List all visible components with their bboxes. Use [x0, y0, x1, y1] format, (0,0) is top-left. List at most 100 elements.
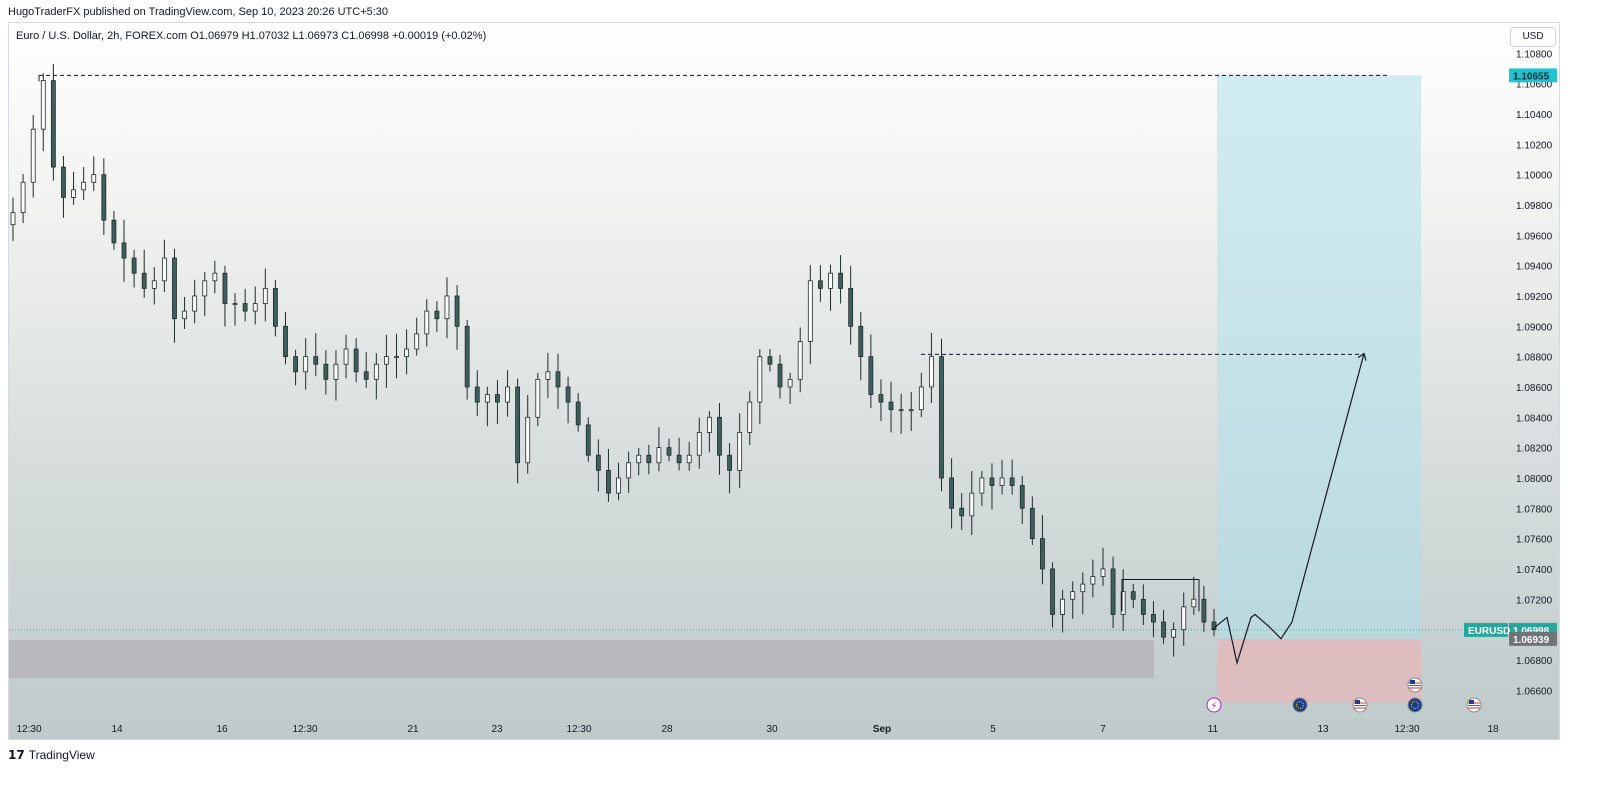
candle-body	[515, 386, 521, 464]
candle-body	[1181, 606, 1187, 630]
candle-body	[71, 189, 76, 198]
candle-body	[949, 477, 954, 509]
projection-path[interactable]	[1211, 353, 1365, 666]
candle-body	[838, 272, 843, 289]
price-axis-label: 1.09400	[1516, 262, 1553, 273]
price-axis-label: 1.09600	[1516, 231, 1553, 242]
candle-body	[252, 303, 258, 312]
candle-body	[828, 272, 833, 289]
candle-body	[898, 409, 904, 412]
candle-body	[61, 166, 66, 198]
candle-body	[696, 432, 702, 456]
candle-body	[151, 280, 157, 289]
eu-flag-icon[interactable]	[1407, 697, 1423, 713]
eu-stars-ring	[1296, 701, 1304, 709]
candle-body	[192, 295, 198, 312]
price-axis-label: 1.07400	[1516, 565, 1553, 576]
candle-body	[706, 416, 712, 433]
time-axis-label: 13	[1317, 724, 1329, 735]
candle-body	[575, 401, 581, 426]
candle-body	[1050, 568, 1055, 615]
candle-body	[353, 348, 359, 373]
range-box[interactable]	[1121, 579, 1200, 612]
currency-button[interactable]: USD	[1510, 27, 1556, 47]
price-axis-label: 1.09800	[1516, 201, 1553, 212]
candle-body	[1090, 576, 1096, 585]
candle-body	[616, 477, 621, 494]
candle-body	[505, 386, 510, 403]
candle-body	[1110, 568, 1116, 615]
candle-body	[1151, 614, 1156, 623]
candle-body	[434, 310, 440, 320]
candle-body	[141, 272, 147, 289]
candle-body	[303, 356, 309, 373]
candle-body	[384, 356, 389, 365]
candle-body	[727, 454, 732, 471]
candle-body	[131, 257, 137, 274]
time-axis-label: Sep	[873, 724, 891, 735]
candle-body	[1029, 507, 1035, 540]
demand-zone-rect[interactable]	[9, 640, 1154, 679]
candle-body	[929, 356, 934, 388]
time-axis-label: 28	[661, 724, 673, 735]
candle-body	[535, 378, 541, 418]
candle-body	[313, 356, 319, 365]
candle-body	[333, 363, 339, 380]
candle-body	[232, 303, 238, 305]
profit-target-zone[interactable]	[1217, 75, 1421, 639]
candle-body	[495, 394, 500, 403]
candle-body	[797, 341, 803, 380]
candle-body	[757, 356, 763, 403]
tradingview-logo-icon: 𝟭𝟳	[8, 748, 25, 762]
candle-body	[81, 181, 87, 191]
price-axis-label: 1.10800	[1516, 49, 1553, 60]
candle-body	[363, 371, 369, 380]
candle-body	[626, 462, 632, 479]
candle-body	[939, 356, 944, 479]
candle-body	[1201, 598, 1207, 623]
time-axis-label: 23	[491, 724, 503, 735]
price-axis-label: 1.06800	[1516, 656, 1553, 667]
candle-body	[343, 348, 349, 365]
symbol-price-tag-bg	[1464, 622, 1508, 637]
candle-body	[807, 280, 813, 342]
stop-loss-zone[interactable]	[1217, 638, 1421, 703]
time-axis-label: 11	[1208, 724, 1219, 735]
candle-body	[777, 363, 783, 388]
projection-arrowhead	[1357, 352, 1367, 361]
time-axis-label: 12:30	[292, 724, 317, 735]
candle-body	[636, 454, 642, 464]
chart-canvas[interactable]: 1.10800 1.10600 1.10400 1.10200 1.10000 1.098…	[9, 23, 1560, 740]
candle-body	[1019, 485, 1025, 509]
price-axis-label: 1.10400	[1516, 110, 1553, 121]
candle-body	[474, 386, 480, 403]
candle-body	[878, 394, 884, 403]
candle-body	[444, 295, 450, 320]
candle-body	[989, 477, 995, 486]
chart-pane[interactable]: 1.10800 1.10600 1.10400 1.10200 1.10000 1.098…	[8, 22, 1560, 740]
time-axis-label: 12:30	[566, 724, 591, 735]
candle-body	[959, 507, 965, 517]
price-axis-label: 1.07800	[1516, 504, 1553, 515]
candle-body	[464, 325, 470, 388]
candle-body	[1120, 591, 1126, 615]
candle-body	[969, 492, 975, 517]
target-price-tag: 1.10655	[1513, 71, 1550, 82]
time-axis-label: 16	[216, 724, 228, 735]
candle-body	[404, 348, 410, 358]
price-axis-label: 1.08400	[1516, 413, 1553, 424]
eu-flag-icon[interactable]	[1292, 697, 1308, 713]
candle-body	[1009, 477, 1015, 486]
candle-body	[101, 174, 107, 221]
candle-body	[646, 454, 652, 464]
lightning-event-icon[interactable]	[1206, 697, 1222, 713]
time-axis-label: 12:30	[16, 724, 41, 735]
price-axis-label: 1.08200	[1516, 444, 1553, 455]
candle-body	[91, 174, 97, 183]
candle-body	[1161, 621, 1166, 638]
time-axis-label: 7	[1100, 724, 1106, 735]
candle-body	[323, 363, 329, 380]
tradingview-logo[interactable]: 𝟭𝟳 TradingView	[8, 748, 95, 762]
candle-body	[676, 454, 682, 464]
candle-body	[717, 416, 722, 456]
